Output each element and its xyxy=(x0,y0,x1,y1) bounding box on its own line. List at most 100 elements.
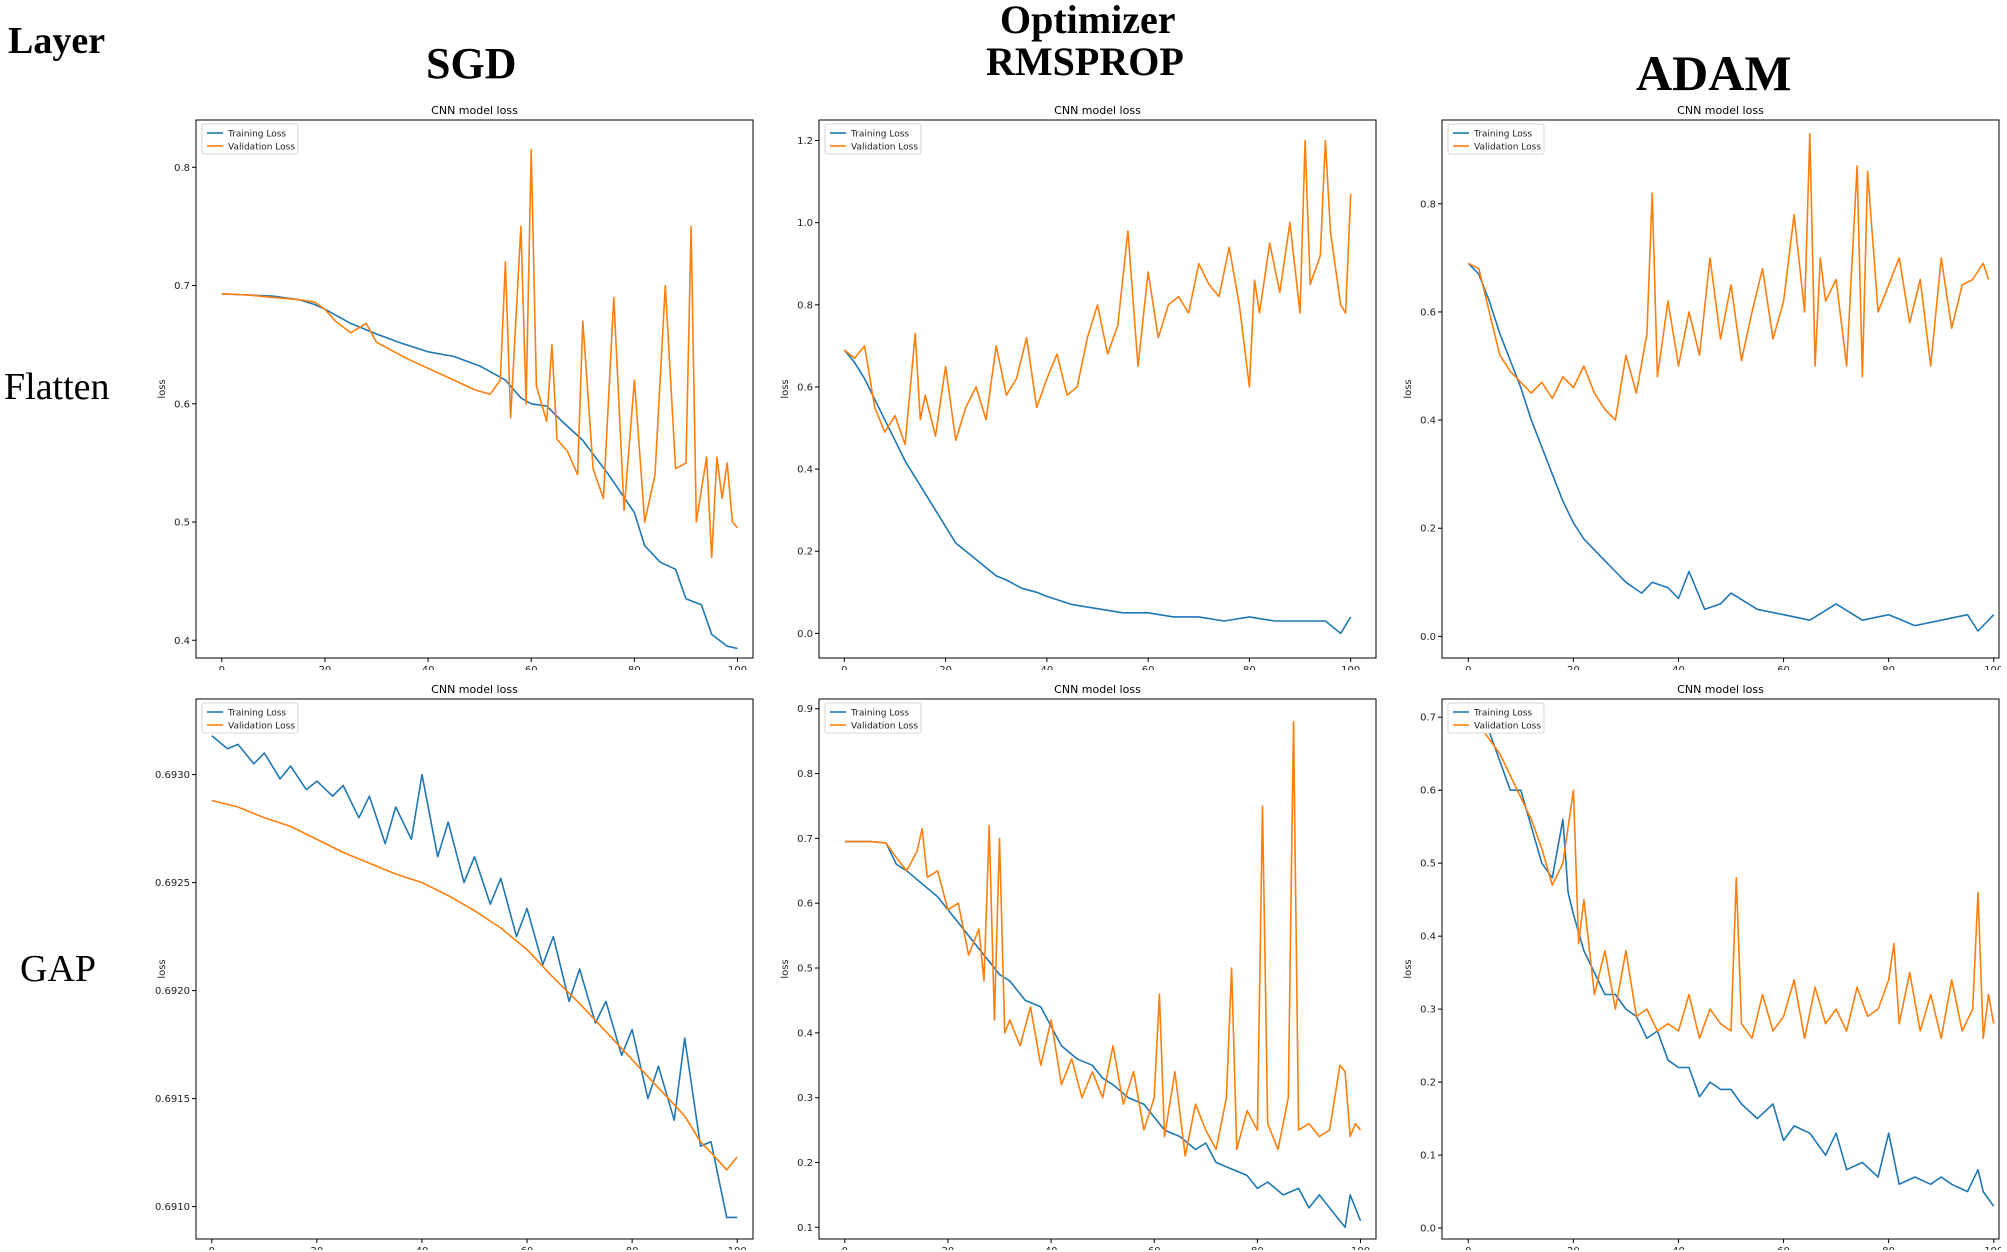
chart-2-xtick-label: 80 xyxy=(1882,665,1895,670)
chart-3-xtick-label: 60 xyxy=(521,1246,534,1250)
layer-header: Layer xyxy=(8,20,106,62)
chart-2-ytick-label: 0.4 xyxy=(1420,416,1436,427)
chart-5-xtick-label: 60 xyxy=(1777,1246,1790,1250)
chart-4-xtick-label: 60 xyxy=(1148,1246,1161,1250)
chart-3-ytick-label: 0.6915 xyxy=(155,1094,190,1105)
chart-0-ytick-label: 0.6 xyxy=(174,399,190,410)
chart-4-ytick-label: 0.4 xyxy=(797,1028,813,1039)
chart-0-title: CNN model loss xyxy=(431,104,518,117)
chart-2-plot-frame xyxy=(1441,119,2000,659)
chart-3-xtick-label: 0 xyxy=(209,1246,215,1250)
chart-4-series-validation xyxy=(844,720,1362,1157)
chart-2-series-training xyxy=(1467,262,1995,632)
chart-1-xtick-label: 60 xyxy=(1142,665,1155,670)
chart-4-xtick-label: 40 xyxy=(1045,1246,1058,1250)
chart-2-ytick-label: 0.6 xyxy=(1420,307,1436,318)
chart-4-legend xyxy=(824,702,922,734)
chart-4-ytick-label: 0.5 xyxy=(797,964,813,975)
chart-2-ytick-label: 0.2 xyxy=(1420,524,1436,535)
chart-3-xtick-label: 80 xyxy=(626,1246,639,1250)
chart-4-ytick-label: 0.8 xyxy=(797,769,813,780)
chart-gap-sgd: CNN model loss 0 20 40 60 80 100 0.6910 0.6915 0.… xyxy=(155,683,754,1250)
chart-1-legend-label: Validation Loss xyxy=(851,143,918,153)
chart-2-xtick-label: 0 xyxy=(1465,665,1471,670)
chart-5-xtick-label: 100 xyxy=(1984,1246,2001,1250)
chart-0-series-training xyxy=(221,293,738,650)
chart-5-legend-label: Training Loss xyxy=(1473,709,1532,719)
chart-4-xtick-label: 20 xyxy=(942,1246,955,1250)
chart-4-xtick-label: 0 xyxy=(842,1246,848,1250)
chart-5-xtick-label: 80 xyxy=(1882,1246,1895,1250)
chart-5-legend xyxy=(1447,702,1545,734)
chart-4-legend-label: Validation Loss xyxy=(851,722,918,732)
chart-0-xtick-label: 0 xyxy=(219,665,225,670)
chart-5-series-training xyxy=(1467,702,1995,1207)
chart-4-xtick-label: 100 xyxy=(1351,1246,1370,1250)
chart-2-xtick-label: 60 xyxy=(1777,665,1790,670)
chart-3-ytick-label: 0.6925 xyxy=(155,878,190,889)
chart-2-xtick-label: 100 xyxy=(1984,665,2001,670)
chart-5-ytick-label: 0.3 xyxy=(1420,1005,1436,1016)
chart-2-legend-label: Training Loss xyxy=(1473,130,1532,140)
chart-2-series-validation xyxy=(1467,132,1990,421)
chart-5-xtick-label: 40 xyxy=(1672,1246,1685,1250)
chart-5-xtick-label: 0 xyxy=(1465,1246,1471,1250)
chart-0-xtick-label: 20 xyxy=(319,665,332,670)
chart-2-legend xyxy=(1447,123,1545,155)
column-header-rmsprop: RMSPROP xyxy=(986,39,1184,84)
chart-1-ylabel: loss xyxy=(780,379,791,398)
chart-0-legend xyxy=(201,123,299,155)
chart-1-plot-frame xyxy=(818,119,1377,659)
chart-1-xtick-label: 40 xyxy=(1040,665,1053,670)
chart-3-series-validation xyxy=(211,799,738,1171)
chart-3-title: CNN model loss xyxy=(431,683,518,696)
chart-0-ytick-label: 0.5 xyxy=(174,518,190,529)
chart-1-ytick-label: 0.4 xyxy=(797,465,813,476)
chart-5-xtick-label: 20 xyxy=(1567,1246,1580,1250)
chart-0-legend-label: Training Loss xyxy=(227,130,286,140)
chart-5-ytick-label: 0.6 xyxy=(1420,786,1436,797)
chart-5-title: CNN model loss xyxy=(1677,683,1764,696)
chart-4-title: CNN model loss xyxy=(1054,683,1141,696)
chart-4-ytick-label: 0.2 xyxy=(797,1158,813,1169)
chart-1-xtick-label: 0 xyxy=(841,665,847,670)
chart-1-ytick-label: 1.0 xyxy=(797,218,813,229)
column-header-sgd: SGD xyxy=(426,39,517,88)
chart-1-legend-label: Training Loss xyxy=(850,130,909,140)
chart-1-title: CNN model loss xyxy=(1054,104,1141,117)
chart-3-xtick-label: 100 xyxy=(728,1246,747,1250)
chart-5-legend-label: Validation Loss xyxy=(1474,722,1541,732)
chart-5-ytick-label: 0.4 xyxy=(1420,932,1436,943)
chart-2-legend-label: Validation Loss xyxy=(1474,143,1541,153)
chart-4-plot-frame xyxy=(818,698,1377,1240)
chart-4-xtick-label: 80 xyxy=(1251,1246,1264,1250)
chart-0-ytick-label: 0.4 xyxy=(174,636,190,647)
chart-5-ytick-label: 0.5 xyxy=(1420,859,1436,870)
chart-gap-adam: CNN model loss 0 20 40 60 80 100 0.0 0.1 0.2 0.3 0.… xyxy=(1403,683,2001,1250)
column-header-adam: ADAM xyxy=(1636,45,1792,101)
chart-flatten-rmsprop: CNN model loss 0 20 40 60 80 100 0.0 0.2 0.4 0.6 0.… xyxy=(780,104,1377,670)
chart-4-legend-label: Training Loss xyxy=(850,709,909,719)
chart-2-ytick-label: 0.8 xyxy=(1420,199,1436,210)
chart-1-ytick-label: 0.6 xyxy=(797,382,813,393)
chart-5-ytick-label: 0.2 xyxy=(1420,1078,1436,1089)
chart-5-plot-frame xyxy=(1441,698,2000,1240)
chart-4-series-training xyxy=(844,840,1362,1229)
chart-5-ylabel: loss xyxy=(1403,959,1414,978)
chart-2-ytick-label: 0.0 xyxy=(1420,632,1436,643)
row-label-flatten: Flatten xyxy=(4,366,110,408)
chart-4-ytick-label: 0.9 xyxy=(797,704,813,715)
chart-0-series-validation xyxy=(221,148,739,559)
chart-3-ytick-label: 0.6930 xyxy=(155,770,190,781)
chart-0-xtick-label: 40 xyxy=(422,665,435,670)
chart-0-plot-frame xyxy=(195,119,754,659)
chart-4-ytick-label: 0.3 xyxy=(797,1093,813,1104)
chart-1-legend xyxy=(824,123,922,155)
chart-3-series-training xyxy=(211,735,738,1219)
chart-4-ylabel: loss xyxy=(780,959,791,978)
chart-4-ytick-label: 0.6 xyxy=(797,899,813,910)
chart-0-ytick-label: 0.8 xyxy=(174,163,190,174)
chart-3-plot-frame xyxy=(195,698,754,1240)
chart-2-xtick-label: 20 xyxy=(1567,665,1580,670)
